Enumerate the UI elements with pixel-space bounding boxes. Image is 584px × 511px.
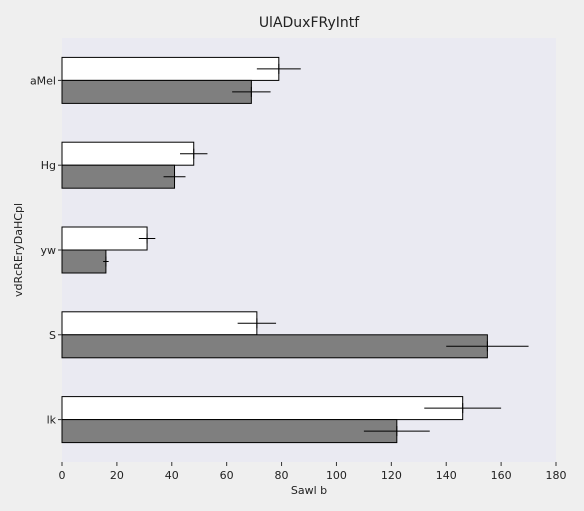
bar-series1-aMel — [61, 56, 280, 81]
bar-series2-Hg — [61, 164, 176, 189]
x-tick-label: 80 — [275, 469, 289, 482]
x-tick-label: 120 — [381, 469, 402, 482]
x-tick-label: 60 — [220, 469, 234, 482]
y-tick-label: Hg — [41, 159, 56, 172]
x-tick-label: 180 — [546, 469, 567, 482]
chart-title: UlADuxFRyIntf — [259, 15, 360, 31]
bar-series1-Hg — [61, 141, 195, 166]
bar-series1-lk — [61, 396, 464, 421]
bar-series2-yw — [61, 249, 107, 274]
bar-series1-S — [61, 311, 258, 336]
bar-series2-S — [61, 334, 488, 359]
x-tick-label: 140 — [436, 469, 457, 482]
bar-series1-yw — [61, 226, 148, 251]
x-tick-label: 100 — [326, 469, 347, 482]
bar-series2-aMel — [61, 79, 252, 104]
x-tick-label: 160 — [491, 469, 512, 482]
x-tick-label: 0 — [59, 469, 66, 482]
y-tick-label: aMel — [30, 74, 56, 87]
y-tick-label: S — [49, 329, 56, 342]
y-tick-label: yw — [40, 244, 56, 257]
y-axis-label: vdRcREryDaHCpl — [12, 203, 25, 297]
y-tick-label: lk — [47, 414, 57, 427]
x-tick-label: 20 — [110, 469, 124, 482]
x-tick-label: 40 — [165, 469, 179, 482]
bar-series2-lk — [61, 419, 398, 444]
x-axis-label: Sawl b — [291, 484, 327, 497]
